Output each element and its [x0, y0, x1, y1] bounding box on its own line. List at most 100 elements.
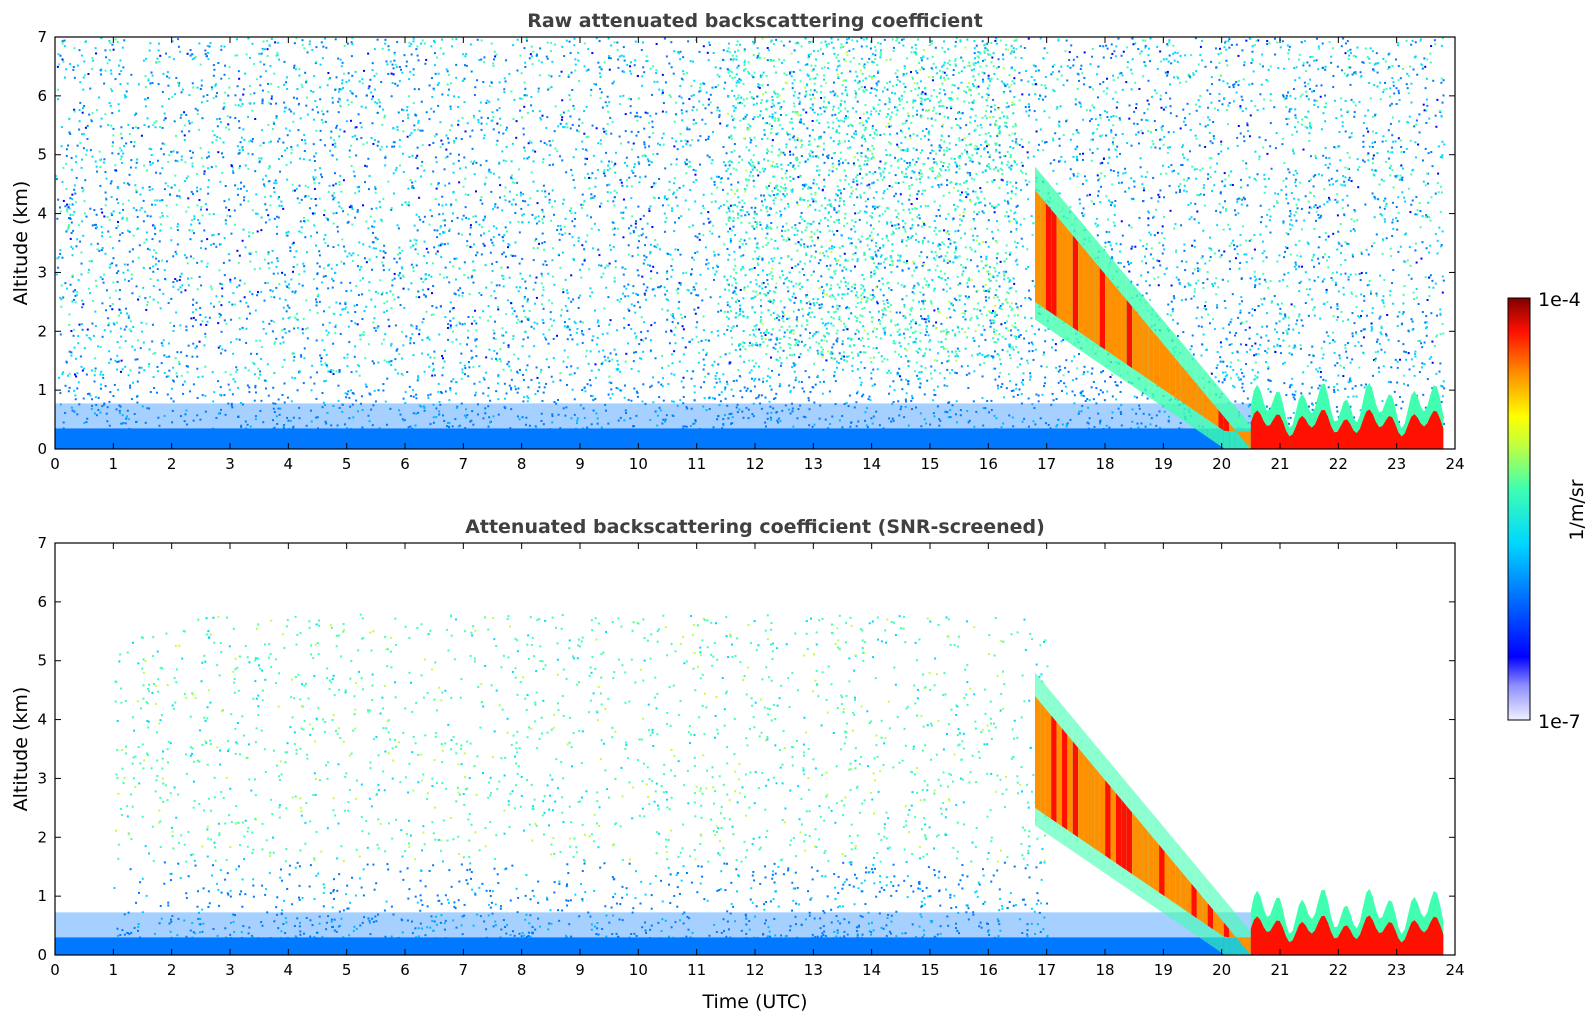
heatmap-cell: [1075, 158, 1078, 161]
heatmap-cell: [655, 246, 658, 249]
heatmap-cell: [1335, 405, 1338, 408]
heatmap-cell: [943, 89, 946, 92]
heatmap-cell: [607, 393, 610, 396]
heatmap-cell: [1172, 169, 1175, 172]
heatmap-cell: [1068, 51, 1071, 54]
heatmap-cell: [114, 359, 117, 362]
heatmap-cell: [481, 202, 484, 205]
heatmap-cell: [425, 111, 428, 114]
heatmap-cell: [404, 391, 407, 394]
heatmap-cell: [795, 376, 798, 379]
heatmap-cell: [1021, 420, 1024, 423]
heatmap-cell: [716, 73, 719, 76]
heatmap-cell: [1206, 89, 1209, 92]
heatmap-cell: [762, 269, 765, 272]
heatmap-cell: [1347, 275, 1350, 278]
heatmap-cell: [994, 142, 997, 145]
heatmap-cell: [227, 123, 230, 126]
heatmap-cell: [240, 425, 243, 428]
heatmap-cell: [1291, 148, 1294, 151]
heatmap-cell: [1119, 152, 1122, 155]
heatmap-cell: [677, 287, 680, 290]
heatmap-cell: [1236, 245, 1239, 248]
heatmap-cell: [534, 239, 537, 242]
heatmap-cell: [1037, 69, 1040, 72]
heatmap-cell: [268, 267, 271, 270]
heatmap-cell: [674, 248, 677, 251]
heatmap-cell: [981, 210, 984, 213]
heatmap-cell: [1387, 129, 1390, 132]
heatmap-cell: [1347, 179, 1350, 182]
heatmap-cell: [943, 77, 946, 80]
heatmap-cell: [879, 49, 882, 52]
heatmap-cell: [1015, 258, 1018, 261]
heatmap-cell: [80, 166, 83, 169]
heatmap-cell: [192, 298, 195, 301]
heatmap-cell: [1439, 185, 1442, 188]
heatmap-cell: [946, 62, 949, 65]
heatmap-cell: [1044, 87, 1047, 90]
heatmap-cell: [533, 321, 536, 324]
heatmap-cell: [576, 367, 579, 370]
heatmap-cell: [183, 380, 186, 383]
heatmap-cell: [693, 385, 696, 388]
heatmap-cell: [572, 156, 575, 159]
heatmap-cell: [704, 107, 707, 110]
heatmap-cell: [251, 209, 254, 212]
heatmap-cell: [163, 119, 166, 122]
heatmap-cell: [517, 318, 520, 321]
heatmap-cell: [953, 157, 956, 160]
heatmap-cell: [713, 180, 716, 183]
heatmap-cell: [1187, 282, 1190, 285]
heatmap-cell: [900, 94, 903, 97]
heatmap-cell: [441, 38, 444, 41]
heatmap-cell: [170, 186, 173, 189]
heatmap-cell: [575, 148, 578, 151]
heatmap-cell: [1253, 270, 1256, 273]
heatmap-cell: [1114, 133, 1117, 136]
heatmap-cell: [1145, 292, 1148, 295]
heatmap-cell: [1168, 54, 1171, 57]
heatmap-cell: [307, 186, 310, 189]
heatmap-cell: [1424, 65, 1427, 68]
heatmap-cell: [403, 306, 406, 309]
heatmap-cell: [407, 113, 410, 116]
heatmap-cell: [1218, 93, 1221, 96]
heatmap-cell: [917, 224, 920, 227]
heatmap-cell: [826, 225, 829, 228]
heatmap-cell: [1253, 248, 1256, 251]
heatmap-cell: [1119, 118, 1122, 121]
heatmap-cell: [623, 285, 626, 288]
heatmap-cell: [1247, 405, 1250, 408]
heatmap-cell: [559, 427, 562, 430]
heatmap-cell: [759, 292, 762, 295]
heatmap-cell: [767, 331, 770, 334]
heatmap-cell: [914, 99, 917, 102]
heatmap-cell: [373, 88, 376, 91]
heatmap-cell: [752, 179, 755, 182]
heatmap-cell: [904, 86, 907, 89]
heatmap-cell: [931, 279, 934, 282]
heatmap-cell: [915, 113, 918, 116]
heatmap-cell: [864, 411, 867, 414]
heatmap-cell: [148, 362, 151, 365]
heatmap-cell: [799, 299, 802, 302]
heatmap-cell: [609, 248, 612, 251]
heatmap-cell: [1436, 314, 1439, 317]
heatmap-cell: [1124, 167, 1127, 170]
heatmap-cell: [541, 218, 544, 221]
heatmap-cell: [676, 148, 679, 151]
heatmap-cell: [988, 411, 991, 414]
heatmap-cell: [779, 210, 782, 213]
heatmap-cell: [278, 297, 281, 300]
heatmap-cell: [689, 60, 692, 63]
heatmap-cell: [781, 229, 784, 232]
heatmap-cell: [852, 136, 855, 139]
heatmap-cell: [854, 92, 857, 95]
heatmap-cell: [72, 65, 75, 68]
heatmap-cell: [325, 46, 328, 49]
heatmap-cell: [1396, 315, 1399, 318]
heatmap-cell: [323, 238, 326, 241]
heatmap-cell: [1283, 256, 1286, 259]
heatmap-cell: [260, 157, 263, 160]
